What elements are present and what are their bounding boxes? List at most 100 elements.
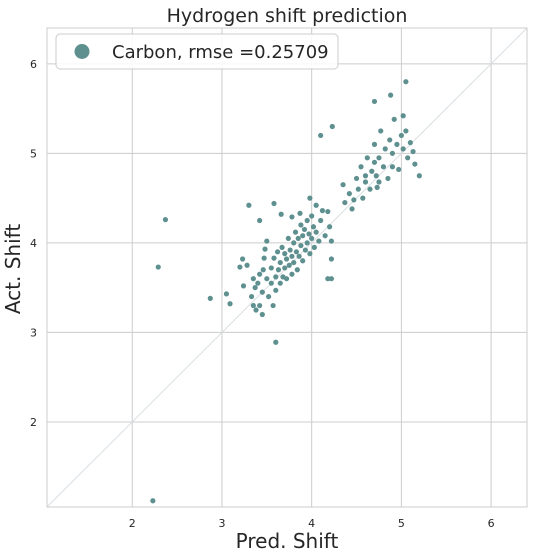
data-point [253, 307, 259, 313]
data-point [273, 274, 279, 280]
data-point [376, 179, 382, 185]
data-point [291, 259, 297, 266]
y-tick-label: 6 [30, 58, 37, 71]
y-tick-labels: 2 3 4 5 6 [30, 58, 37, 429]
data-point [388, 92, 394, 98]
data-point [282, 251, 288, 257]
data-point [322, 233, 328, 239]
x-tick-label: 3 [218, 517, 225, 530]
data-point [313, 229, 319, 235]
data-point [358, 164, 364, 170]
data-point [262, 246, 268, 252]
data-point [353, 175, 360, 182]
data-point [398, 132, 404, 139]
data-point [307, 251, 313, 257]
data-point [378, 128, 384, 134]
data-point [371, 141, 378, 147]
data-point [389, 164, 396, 170]
data-point [300, 258, 306, 264]
data-point [257, 217, 263, 224]
data-point [367, 186, 373, 192]
data-point [278, 211, 284, 217]
data-point [240, 283, 247, 289]
data-point [349, 206, 355, 212]
x-tick-label: 6 [488, 517, 495, 530]
data-point [382, 146, 388, 152]
data-point [400, 146, 406, 152]
data-point [289, 214, 295, 220]
data-point [264, 238, 270, 244]
plot-frame [46, 27, 528, 508]
data-point [364, 155, 370, 161]
scatter-points [150, 79, 422, 504]
data-point [342, 199, 348, 206]
grid-lines [47, 28, 527, 507]
y-tick-label: 4 [30, 237, 37, 250]
data-point [264, 276, 270, 282]
data-point [283, 276, 290, 282]
data-point [266, 293, 272, 300]
data-point [400, 113, 406, 119]
x-tick-label: 4 [308, 517, 315, 530]
data-point [268, 265, 274, 271]
data-point [387, 137, 393, 143]
data-point [155, 264, 161, 270]
data-point [360, 195, 366, 201]
data-point [405, 155, 411, 161]
data-point [271, 200, 277, 207]
y-tick-label: 3 [30, 326, 37, 339]
data-point [340, 182, 346, 188]
data-point [325, 276, 331, 282]
data-point [273, 287, 279, 293]
data-point [289, 271, 295, 277]
data-point [362, 179, 369, 185]
data-point [270, 302, 276, 309]
data-point [286, 262, 292, 268]
data-point [255, 280, 261, 286]
x-tick-label: 2 [129, 517, 136, 530]
data-point [355, 186, 361, 192]
data-point [410, 148, 416, 155]
data-point [294, 267, 300, 273]
data-point [248, 293, 255, 300]
x-axis-label: Pred. Shift [236, 529, 339, 553]
data-point [396, 166, 402, 173]
y-tick-label: 5 [30, 147, 37, 160]
data-point [259, 289, 265, 295]
data-point [309, 235, 315, 242]
data-point [374, 184, 380, 190]
data-point [292, 229, 299, 235]
data-point [273, 339, 279, 345]
data-point [223, 291, 230, 297]
data-point [369, 168, 375, 174]
data-point [207, 295, 213, 301]
data-point [310, 224, 317, 230]
legend: Carbon, rmse =0.25709 [55, 33, 339, 70]
data-point [244, 262, 250, 268]
legend-marker [74, 44, 90, 59]
data-point [257, 271, 263, 277]
data-point [306, 231, 312, 237]
data-point [318, 132, 324, 139]
data-point [250, 276, 256, 282]
data-point [385, 175, 391, 182]
data-point [259, 311, 265, 318]
data-point [298, 222, 304, 228]
legend-box [55, 33, 339, 70]
data-point [268, 280, 274, 286]
data-point [150, 498, 156, 504]
data-point [309, 213, 315, 219]
data-point [403, 79, 409, 85]
data-point [412, 161, 418, 167]
data-point [327, 224, 333, 230]
data-point [389, 150, 396, 156]
data-point [380, 164, 387, 170]
data-point [283, 256, 290, 262]
data-point [301, 226, 308, 233]
data-point [296, 253, 302, 259]
y-tick-label: 2 [30, 416, 37, 429]
data-point [261, 255, 267, 261]
data-point [277, 280, 283, 286]
data-point [346, 191, 352, 197]
